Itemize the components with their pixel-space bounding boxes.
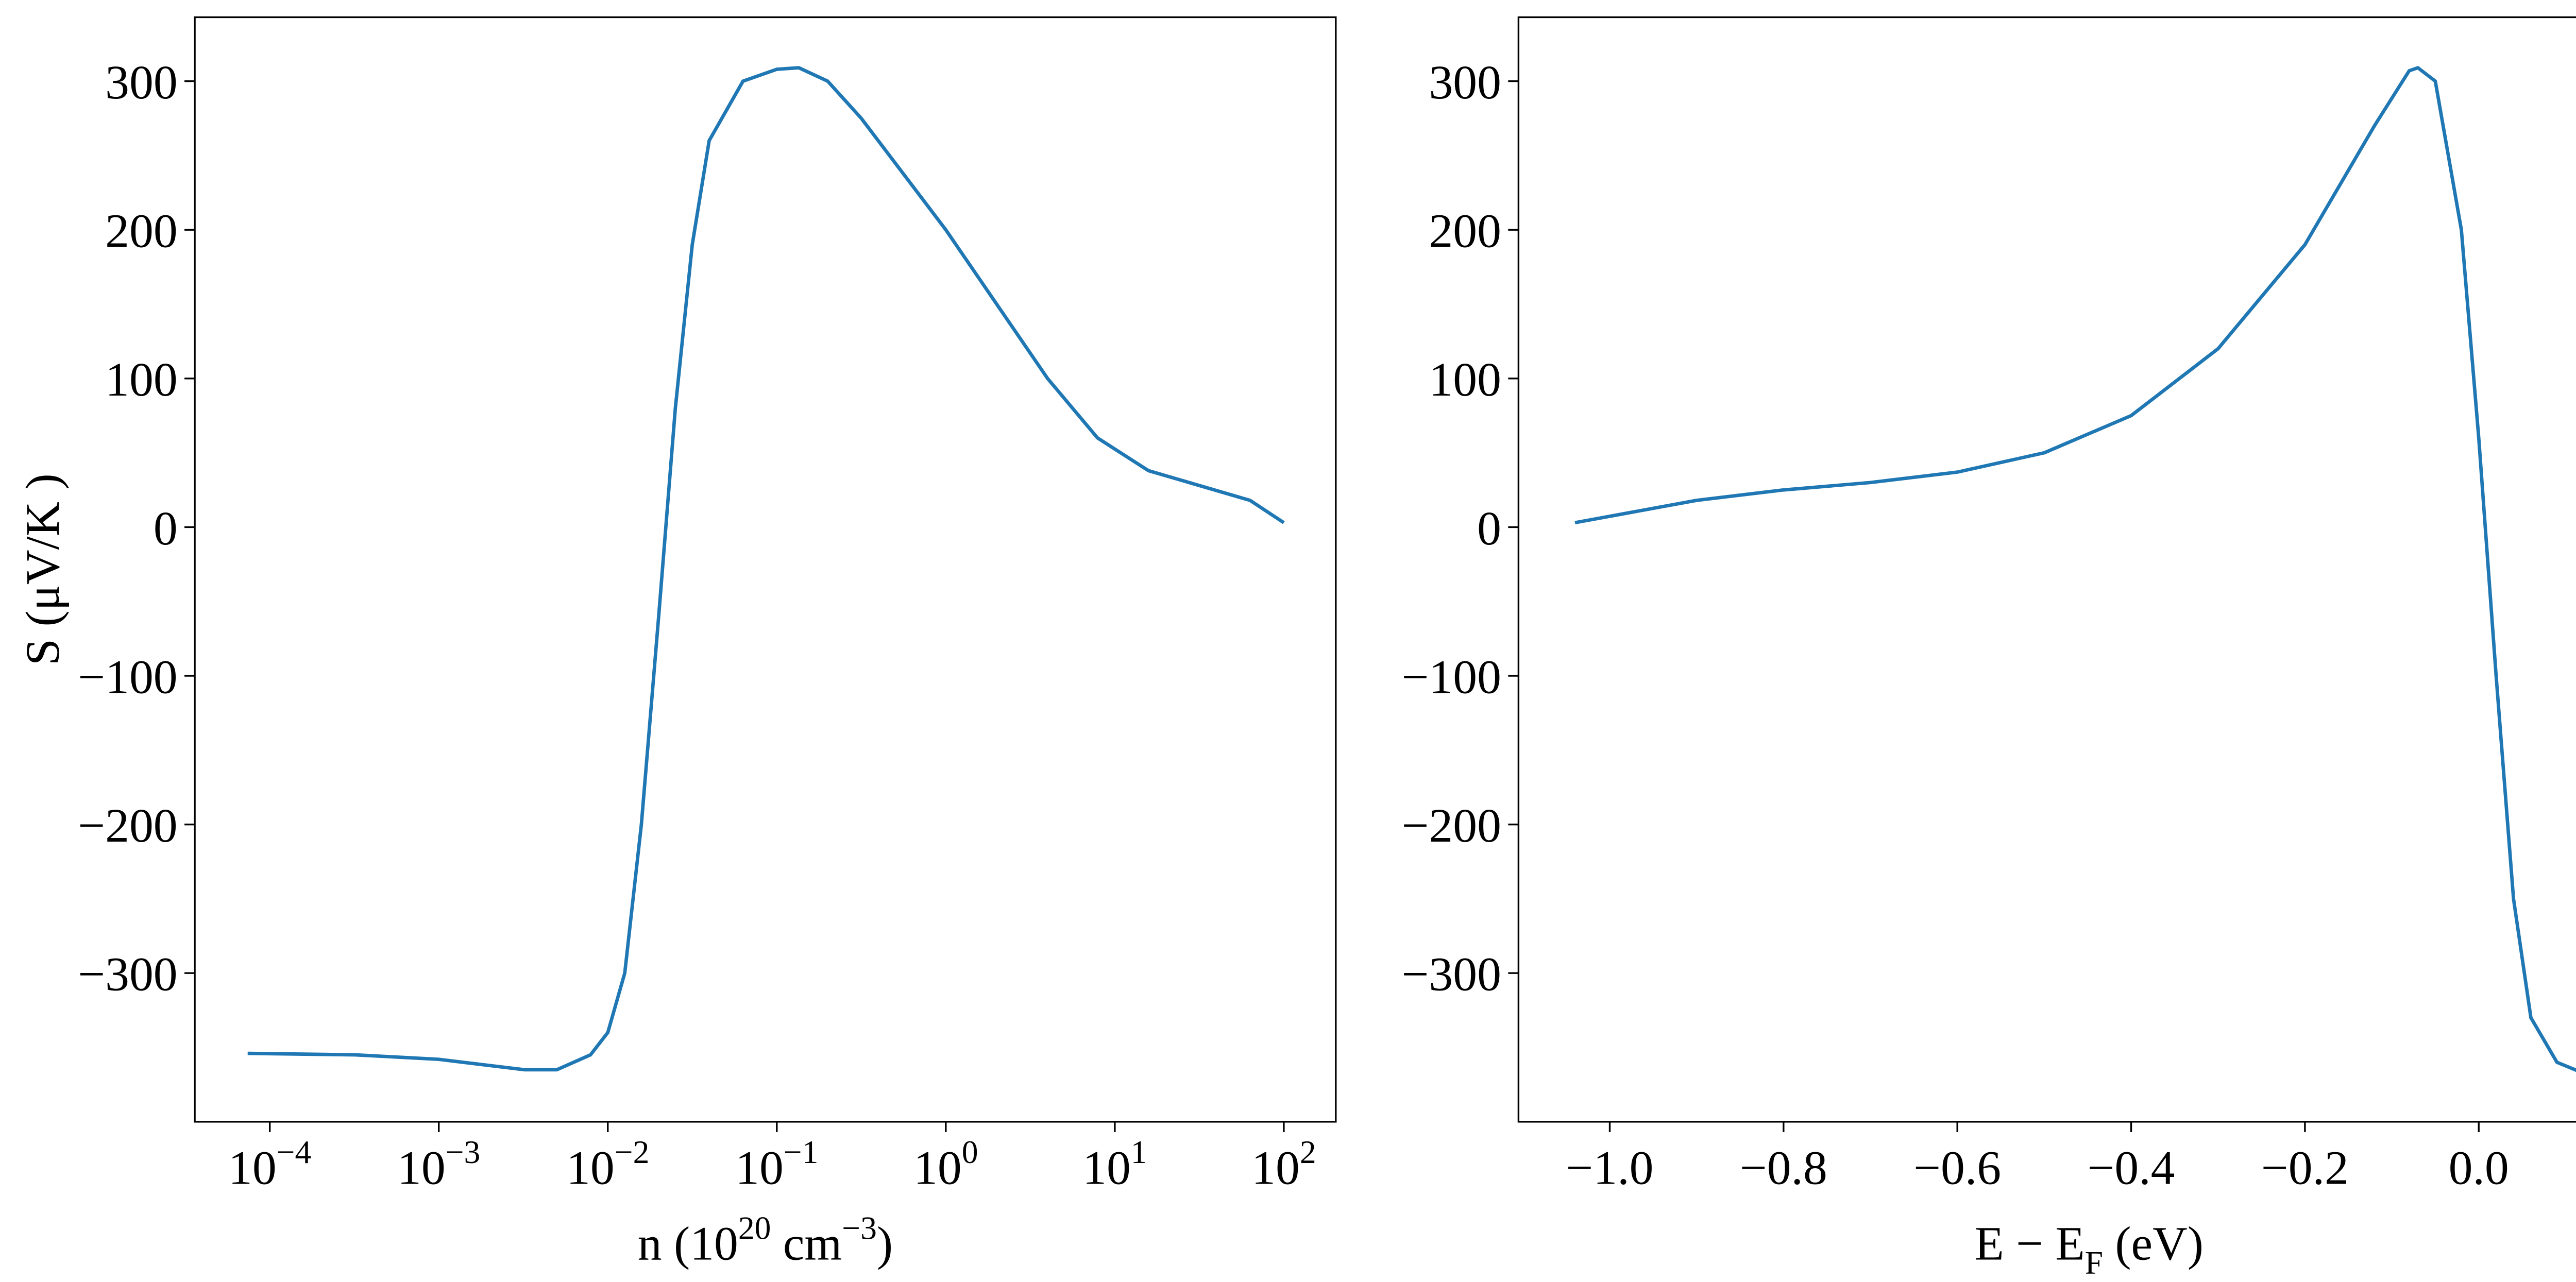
x-axis-label-part: −3 [842,1209,877,1246]
x-tick-exponent: −4 [277,1134,312,1170]
x-tick-label: 101 [1082,1134,1147,1194]
x-tick-label: 102 [1251,1134,1316,1194]
y-tick-label: 200 [1429,205,1501,258]
line-series [1574,66,2576,1072]
x-tick-exponent: −3 [446,1134,481,1170]
x-axis-label: E − EF (eV) [1975,1218,2204,1281]
x-tick-exponent: 1 [1131,1134,1147,1170]
x-tick-base: 10 [228,1141,277,1194]
x-tick-base: 10 [397,1141,446,1194]
y-tick-label: −300 [78,948,177,1001]
x-tick-label: −1.0 [1566,1141,1654,1194]
x-tick-exponent: 0 [962,1134,978,1170]
x-tick-base: 10 [735,1141,784,1194]
x-axis-label-part: E − E [1975,1218,2085,1271]
x-tick-base: −0.2 [2261,1141,2349,1194]
y-tick-label: 300 [1429,56,1501,109]
x-tick-base: 10 [913,1141,962,1194]
y-tick-label: 200 [105,205,177,258]
x-tick-base: −1.0 [1566,1141,1654,1194]
x-tick-base: 10 [1082,1141,1131,1194]
x-tick-exponent: 2 [1300,1134,1316,1170]
x-tick-base: 0.0 [2449,1141,2509,1194]
y-axis-label: S (μV/K ) [16,473,70,665]
x-tick-base: −0.8 [1740,1141,1827,1194]
y-tick-label: −100 [1402,651,1501,704]
x-axis-label: n (1020 cm−3) [638,1209,893,1270]
x-axis-label-part: (eV) [2103,1218,2204,1271]
x-tick-label: −0.4 [2088,1141,2175,1194]
x-axis-label-part: cm [771,1218,842,1271]
x-tick-label: −0.8 [1740,1141,1827,1194]
x-tick-exponent: −1 [784,1134,819,1170]
x-tick-label: −0.2 [2261,1141,2349,1194]
y-tick-label: −300 [1402,948,1501,1001]
x-tick-label: 10−1 [735,1134,818,1194]
x-axis-label-part: F [2085,1244,2103,1280]
x-tick-base: 10 [1251,1141,1300,1194]
subplot: −300 −200 −100 0 100 200 300 −1.0 −0.8 −0.6 −0.4 −0… [1402,16,2576,1281]
plot-frame [194,16,1337,1123]
y-tick-label: 300 [105,56,177,109]
x-tick-label: 10−2 [566,1134,649,1194]
x-axis-label-part: n (10 [638,1218,738,1271]
plot-frame [1517,16,2576,1123]
x-tick-label: 10−3 [397,1134,480,1194]
y-tick-label: −100 [78,651,177,704]
line-series [247,66,1285,1072]
x-tick-label: 100 [913,1134,978,1194]
x-axis-label-part: 20 [738,1209,771,1246]
x-tick-label: 10−4 [228,1134,311,1194]
y-tick-label: 100 [105,353,177,406]
x-tick-base: −0.4 [2088,1141,2175,1194]
x-axis-label-part: ) [877,1218,893,1271]
x-tick-base: −0.6 [1913,1141,2001,1194]
y-tick-label: 0 [1477,502,1501,555]
x-tick-label: −0.6 [1913,1141,2001,1194]
y-tick-label: 0 [154,502,178,555]
x-tick-base: 10 [566,1141,615,1194]
y-tick-label: −200 [1402,799,1501,852]
y-tick-label: −200 [78,799,177,852]
x-tick-label: 0.0 [2449,1141,2509,1194]
y-tick-label: 100 [1429,353,1501,406]
x-tick-exponent: −2 [615,1134,650,1170]
